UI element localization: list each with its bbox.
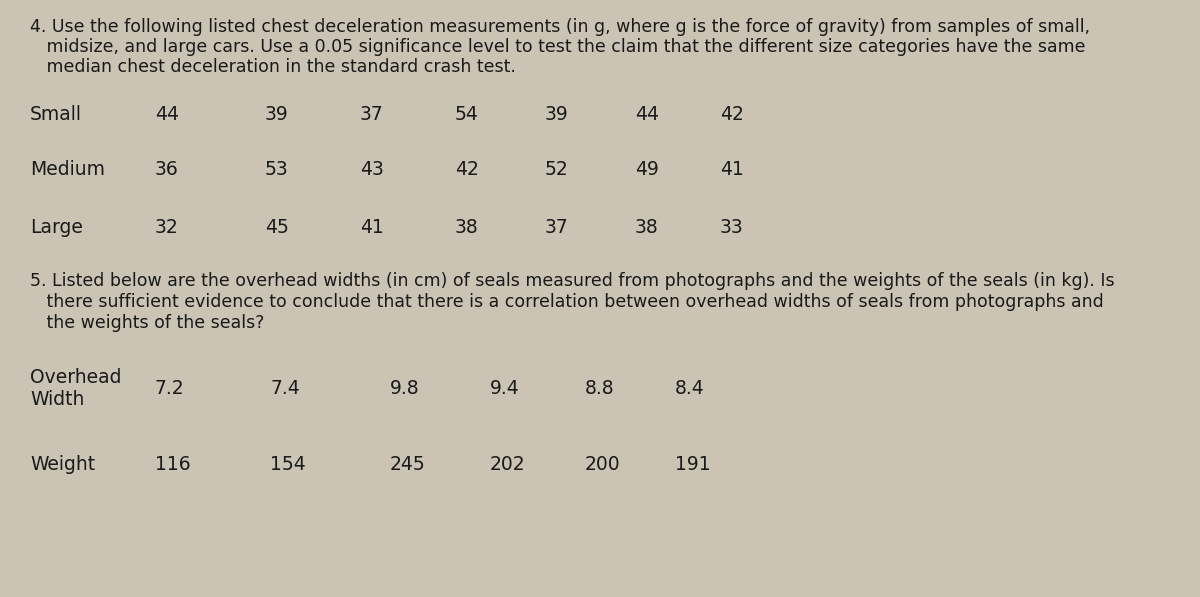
- Text: 9.4: 9.4: [490, 379, 520, 398]
- Text: 8.8: 8.8: [586, 379, 614, 398]
- Text: 41: 41: [720, 160, 744, 179]
- Text: 44: 44: [635, 105, 659, 124]
- Text: midsize, and large cars. Use a 0.05 significance level to test the claim that th: midsize, and large cars. Use a 0.05 sign…: [30, 38, 1086, 56]
- Text: the weights of the seals?: the weights of the seals?: [30, 314, 264, 332]
- Text: Large: Large: [30, 218, 83, 237]
- Text: 52: 52: [545, 160, 569, 179]
- Text: 39: 39: [545, 105, 569, 124]
- Text: 200: 200: [586, 455, 620, 474]
- Text: 202: 202: [490, 455, 526, 474]
- Text: 42: 42: [455, 160, 479, 179]
- Text: Overhead: Overhead: [30, 368, 121, 387]
- Text: 49: 49: [635, 160, 659, 179]
- Text: 8.4: 8.4: [674, 379, 704, 398]
- Text: Medium: Medium: [30, 160, 106, 179]
- Text: 54: 54: [455, 105, 479, 124]
- Text: there sufficient evidence to conclude that there is a correlation between overhe: there sufficient evidence to conclude th…: [30, 293, 1104, 311]
- Text: 43: 43: [360, 160, 384, 179]
- Text: 42: 42: [720, 105, 744, 124]
- Text: 37: 37: [545, 218, 569, 237]
- Text: 9.8: 9.8: [390, 379, 420, 398]
- Text: 38: 38: [455, 218, 479, 237]
- Text: 4. Use the following listed chest deceleration measurements (in g, where g is th: 4. Use the following listed chest decele…: [30, 18, 1090, 36]
- Text: 53: 53: [265, 160, 289, 179]
- Text: 7.4: 7.4: [270, 379, 300, 398]
- Text: 7.2: 7.2: [155, 379, 185, 398]
- Text: 41: 41: [360, 218, 384, 237]
- Text: 32: 32: [155, 218, 179, 237]
- Text: 116: 116: [155, 455, 191, 474]
- Text: 39: 39: [265, 105, 289, 124]
- Text: 36: 36: [155, 160, 179, 179]
- Text: 45: 45: [265, 218, 289, 237]
- Text: 245: 245: [390, 455, 426, 474]
- Text: 37: 37: [360, 105, 384, 124]
- Text: 38: 38: [635, 218, 659, 237]
- Text: 154: 154: [270, 455, 306, 474]
- Text: Weight: Weight: [30, 455, 95, 474]
- Text: 44: 44: [155, 105, 179, 124]
- Text: 5. Listed below are the overhead widths (in cm) of seals measured from photograp: 5. Listed below are the overhead widths …: [30, 272, 1115, 290]
- Text: 33: 33: [720, 218, 744, 237]
- Text: Small: Small: [30, 105, 82, 124]
- Text: median chest deceleration in the standard crash test.: median chest deceleration in the standar…: [30, 58, 516, 76]
- Text: 191: 191: [674, 455, 710, 474]
- Text: Width: Width: [30, 390, 84, 409]
